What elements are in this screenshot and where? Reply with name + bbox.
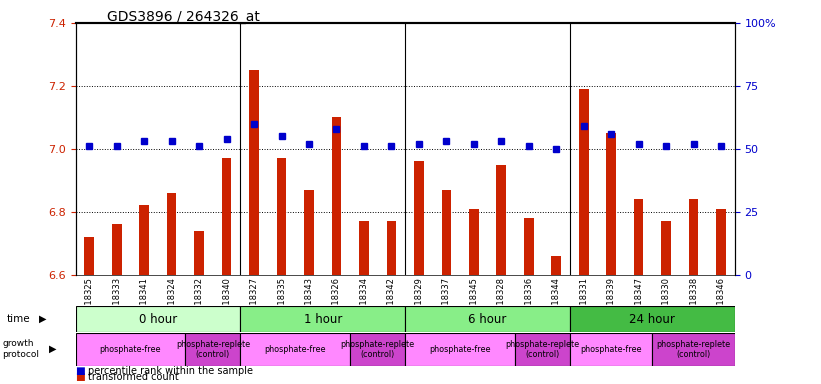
- Bar: [414, 161, 424, 275]
- Text: ■: ■: [76, 372, 85, 382]
- Text: transformed count: transformed count: [88, 372, 179, 382]
- Bar: [406, 306, 570, 332]
- Text: phosphate-replete
(control): phosphate-replete (control): [341, 339, 415, 359]
- Bar: [661, 221, 671, 275]
- Bar: [195, 230, 204, 275]
- Bar: [167, 193, 177, 275]
- Bar: [653, 333, 735, 366]
- Bar: [387, 221, 397, 275]
- Bar: [186, 333, 241, 366]
- Bar: [607, 133, 616, 275]
- Bar: [277, 158, 287, 275]
- Bar: [222, 158, 232, 275]
- Text: 1 hour: 1 hour: [304, 313, 342, 326]
- Text: GDS3896 / 264326_at: GDS3896 / 264326_at: [107, 10, 259, 23]
- Bar: [351, 333, 406, 366]
- Bar: [305, 190, 314, 275]
- Bar: [76, 333, 186, 366]
- Bar: [716, 209, 726, 275]
- Bar: [497, 164, 506, 275]
- Text: percentile rank within the sample: percentile rank within the sample: [88, 366, 253, 376]
- Bar: [634, 199, 644, 275]
- Bar: [515, 333, 570, 366]
- Bar: [140, 205, 149, 275]
- Text: ▶: ▶: [39, 314, 47, 324]
- Text: ▶: ▶: [49, 344, 57, 354]
- Bar: [250, 70, 259, 275]
- Text: phosphate-free: phosphate-free: [580, 345, 642, 354]
- Text: 24 hour: 24 hour: [630, 313, 676, 326]
- Bar: [241, 333, 351, 366]
- Bar: [469, 209, 479, 275]
- Bar: [579, 89, 589, 275]
- Bar: [359, 221, 369, 275]
- Text: phosphate-replete
(control): phosphate-replete (control): [176, 339, 250, 359]
- Bar: [241, 306, 406, 332]
- Bar: [442, 190, 452, 275]
- Text: phosphate-replete
(control): phosphate-replete (control): [657, 339, 731, 359]
- Text: growth
protocol: growth protocol: [2, 339, 39, 359]
- Text: phosphate-replete
(control): phosphate-replete (control): [506, 339, 580, 359]
- Text: phosphate-free: phosphate-free: [429, 345, 491, 354]
- Bar: [570, 333, 653, 366]
- Text: ■: ■: [76, 366, 85, 376]
- Bar: [76, 306, 241, 332]
- Bar: [552, 256, 561, 275]
- Bar: [112, 224, 122, 275]
- Bar: [689, 199, 699, 275]
- Bar: [332, 118, 342, 275]
- Text: phosphate-free: phosphate-free: [264, 345, 326, 354]
- Bar: [570, 306, 735, 332]
- Text: 0 hour: 0 hour: [139, 313, 177, 326]
- Bar: [524, 218, 534, 275]
- Text: 6 hour: 6 hour: [469, 313, 507, 326]
- Bar: [85, 237, 94, 275]
- Bar: [406, 333, 515, 366]
- Text: phosphate-free: phosphate-free: [99, 345, 161, 354]
- Text: time: time: [7, 314, 30, 324]
